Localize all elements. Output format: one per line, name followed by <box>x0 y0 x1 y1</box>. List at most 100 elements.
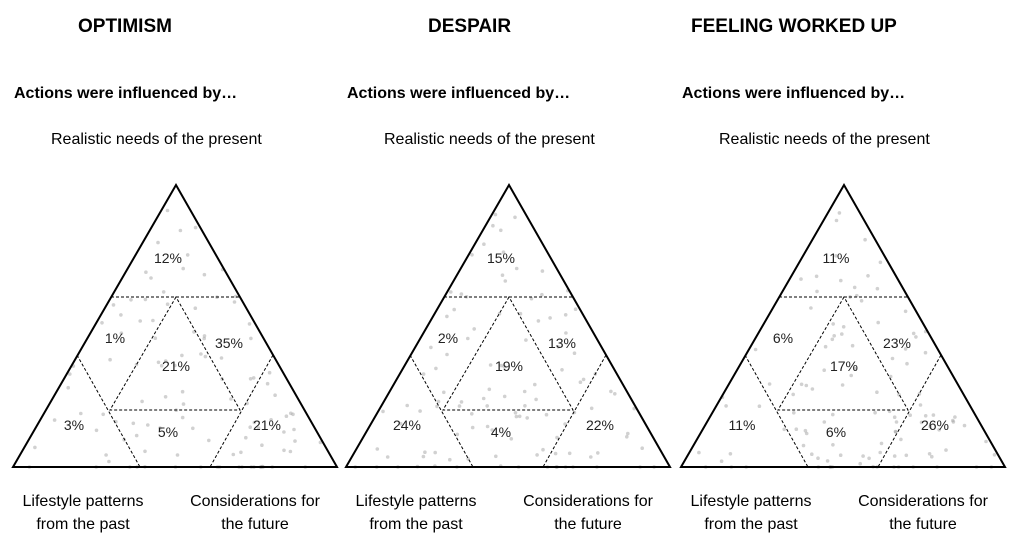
region-mid-right-pct: 13% <box>548 335 576 351</box>
scatter-point <box>536 319 541 323</box>
scatter-point <box>502 394 507 399</box>
scatter-point <box>156 240 160 245</box>
region-bottom-right-pct: 22% <box>586 417 614 433</box>
scatter-point <box>52 418 57 422</box>
scatter-point <box>918 403 923 407</box>
scatter-point <box>815 289 819 294</box>
scatter-point <box>861 454 865 458</box>
region-dividers <box>744 295 942 468</box>
scatter-point <box>79 411 83 416</box>
scatter-point <box>782 427 786 432</box>
scatter-point <box>804 383 809 388</box>
scatter-point <box>144 270 148 274</box>
scatter-point <box>180 415 185 420</box>
panel-feeling-worked-up: FEELING WORKED UP Actions were influence… <box>668 0 1009 544</box>
scatter-point <box>962 423 967 428</box>
scatter-point <box>809 306 813 310</box>
bottom-left-vertex-label: Lifestyle patterns from the past <box>355 493 477 533</box>
scatter-point <box>494 454 498 459</box>
scatter-point <box>292 427 296 432</box>
scatter-point <box>470 412 474 416</box>
scatter-point <box>207 438 211 443</box>
scatter-point <box>553 451 558 456</box>
scatter-point <box>581 377 586 382</box>
scatter-point <box>888 374 893 379</box>
scatter-point <box>153 336 158 340</box>
scatter-point <box>256 426 261 430</box>
scatter-point <box>445 352 449 357</box>
scatter-point <box>503 279 508 283</box>
scatter-point <box>513 411 518 415</box>
scatter-point <box>448 457 452 462</box>
scatter-point <box>202 334 207 338</box>
region-bottom-right-pct: 21% <box>253 417 281 433</box>
scatter-point <box>518 311 523 316</box>
scatter-point <box>146 423 150 427</box>
scatter-point <box>903 347 908 351</box>
scatter-point <box>849 373 853 378</box>
scatter-point <box>544 412 549 417</box>
scatter-point <box>609 389 613 394</box>
scatter-point <box>840 332 844 336</box>
scatter-point <box>178 228 183 233</box>
scatter-point <box>953 415 957 419</box>
scatter-point <box>273 393 277 397</box>
scatter-point <box>245 401 249 406</box>
region-bottom-left-pct: 3% <box>64 417 84 433</box>
scatter-point <box>893 429 898 434</box>
scatter-point <box>951 418 955 423</box>
scatter-point <box>810 452 814 457</box>
scatter-point <box>525 416 529 420</box>
scatter-point <box>193 225 198 230</box>
panel-optimism: OPTIMISM Actions were influenced by… Rea… <box>0 0 341 544</box>
scatter-point <box>625 435 629 439</box>
scatter-point <box>260 443 264 448</box>
scatter-point <box>107 459 111 464</box>
scatter-point <box>111 303 116 307</box>
scatter-point <box>161 290 166 294</box>
scatter-point <box>801 443 806 448</box>
scatter-point <box>859 299 864 303</box>
scatter-point <box>433 450 437 455</box>
scatter-point <box>523 404 527 408</box>
scatter-point <box>68 372 72 376</box>
scatter-point <box>840 383 845 387</box>
scatter-point <box>514 414 519 419</box>
scatter-point <box>94 428 99 433</box>
scatter-point <box>232 300 237 304</box>
scatter-point <box>436 399 441 404</box>
scatter-point <box>556 345 560 349</box>
scatter-point <box>911 331 916 336</box>
triangle-outline <box>679 182 1007 468</box>
scatter-point <box>728 452 733 456</box>
scatter-point <box>66 385 70 390</box>
region-bottom-center-pct: 5% <box>158 424 178 440</box>
ternary-triangle: 12% 1% 21% 35% 3% 5% 21% <box>11 182 339 469</box>
scatter-point <box>485 424 490 429</box>
scatter-point <box>442 390 446 395</box>
scatter-point <box>524 338 528 342</box>
scatter-point <box>445 314 449 319</box>
bottom-left-vertex-label: Lifestyle patterns from the past <box>690 493 812 533</box>
scatter-point <box>596 451 600 455</box>
scatter-point <box>573 307 578 311</box>
scatter-point <box>514 266 519 271</box>
scatter-point <box>863 237 867 242</box>
scatter-point <box>291 412 295 417</box>
scatter-point <box>852 285 857 290</box>
region-bottom-right-pct: 26% <box>921 417 949 433</box>
scatter-point <box>830 337 835 342</box>
scatter-point <box>100 321 104 325</box>
scatter-point <box>488 363 493 367</box>
scatter-point <box>143 449 147 454</box>
scatter-point <box>858 461 862 466</box>
scatter-point <box>866 274 870 278</box>
scatter-point <box>375 447 380 451</box>
scatter-point <box>493 212 498 217</box>
scatter-point <box>834 218 839 223</box>
scatter-point <box>231 452 236 457</box>
scatter-point <box>931 413 936 417</box>
scatter-point <box>816 456 820 461</box>
scatter-point <box>522 389 527 394</box>
scatter-point <box>500 273 505 277</box>
